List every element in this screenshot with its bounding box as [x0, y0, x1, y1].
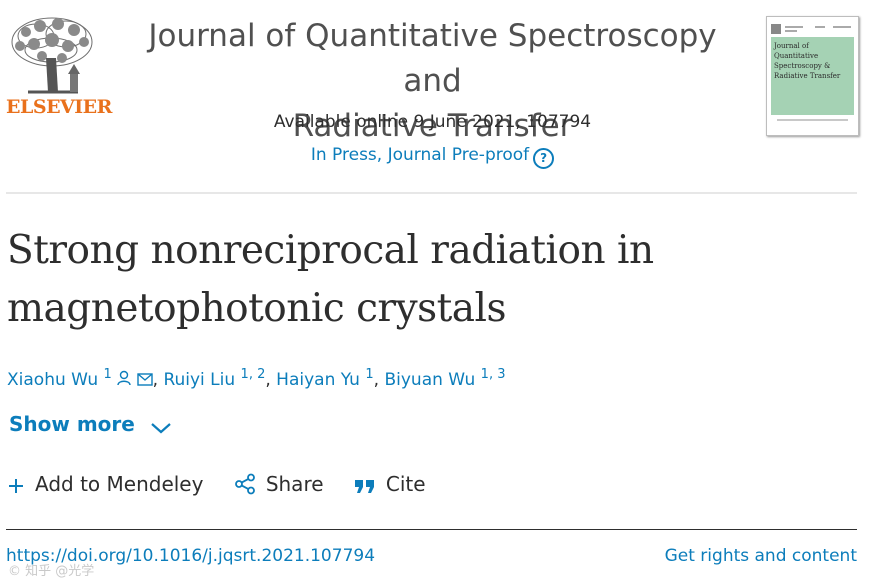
- author-link[interactable]: Haiyan Yu: [276, 370, 360, 390]
- actions-divider: [6, 529, 857, 530]
- author-list: Xiaohu Wu 1 , Ruiyi Liu 1, 2, Haiyan Yu …: [7, 362, 505, 393]
- author-affiliation[interactable]: 1, 3: [480, 367, 506, 382]
- person-icon[interactable]: [117, 370, 131, 386]
- article-actions: Add to Mendeley Share Cite: [7, 472, 450, 496]
- journal-title-line1[interactable]: Journal of Quantitative Spectroscopy and: [148, 18, 717, 99]
- chevron-down-icon: [151, 423, 171, 434]
- article-title: Strong nonreciprocal radiation in magnet…: [7, 228, 654, 331]
- envelope-icon[interactable]: [136, 373, 153, 386]
- doi-link[interactable]: https://doi.org/10.1016/j.jqsrt.2021.107…: [6, 546, 376, 566]
- show-more-button[interactable]: Show more: [9, 412, 172, 436]
- status-link[interactable]: In Press, Journal Pre-proof: [310, 145, 530, 165]
- author-separator: ,: [373, 370, 385, 390]
- share-button[interactable]: Share: [234, 472, 324, 496]
- author-affiliation[interactable]: 1: [103, 367, 112, 382]
- journal-title-line2[interactable]: Radiative Transfer: [292, 108, 573, 144]
- quote-icon: [354, 480, 374, 493]
- author-link[interactable]: Xiaohu Wu: [7, 370, 99, 390]
- author-affiliation[interactable]: 1: [365, 367, 374, 382]
- author-affiliation[interactable]: 1, 2: [240, 367, 266, 382]
- cover-header: [771, 21, 854, 35]
- cover-header-marks: [771, 24, 851, 34]
- share-icon: [234, 473, 255, 495]
- availability-text: Available online 9 June 2021, 107794: [273, 112, 592, 132]
- share-label: Share: [265, 472, 324, 496]
- publication-status: In Press, Journal Pre-proof?: [115, 145, 750, 169]
- cover-title: Journal of Quantitative Spectroscopy & R…: [774, 42, 841, 80]
- journal-cover-thumbnail[interactable]: Journal of Quantitative Spectroscopy & R…: [766, 16, 859, 136]
- cover-footer-bar: [777, 119, 848, 121]
- plus-icon: [9, 479, 23, 493]
- elsevier-wordmark[interactable]: ELSEVIER: [6, 96, 112, 118]
- question-circle-icon[interactable]: ?: [533, 148, 555, 169]
- elsevier-tree-icon: [6, 14, 98, 98]
- author-link[interactable]: Ruiyi Liu: [163, 370, 236, 390]
- journal-title[interactable]: Journal of Quantitative Spectroscopy and…: [115, 14, 750, 149]
- author-separator: ,: [152, 370, 164, 390]
- cite-label: Cite: [385, 472, 426, 496]
- show-more-label: Show more: [9, 412, 135, 436]
- header-divider: [6, 192, 857, 194]
- author-separator: ,: [265, 370, 277, 390]
- cover-panel: [771, 37, 854, 115]
- elsevier-logo[interactable]: [6, 14, 98, 122]
- cite-button[interactable]: Cite: [354, 472, 426, 496]
- mendeley-label: Add to Mendeley: [35, 472, 204, 496]
- watermark: © 知乎 @光学: [8, 564, 95, 579]
- rights-and-content-link[interactable]: Get rights and content: [664, 546, 857, 566]
- add-to-mendeley-button[interactable]: Add to Mendeley: [7, 472, 203, 496]
- author-link[interactable]: Biyuan Wu: [384, 370, 476, 390]
